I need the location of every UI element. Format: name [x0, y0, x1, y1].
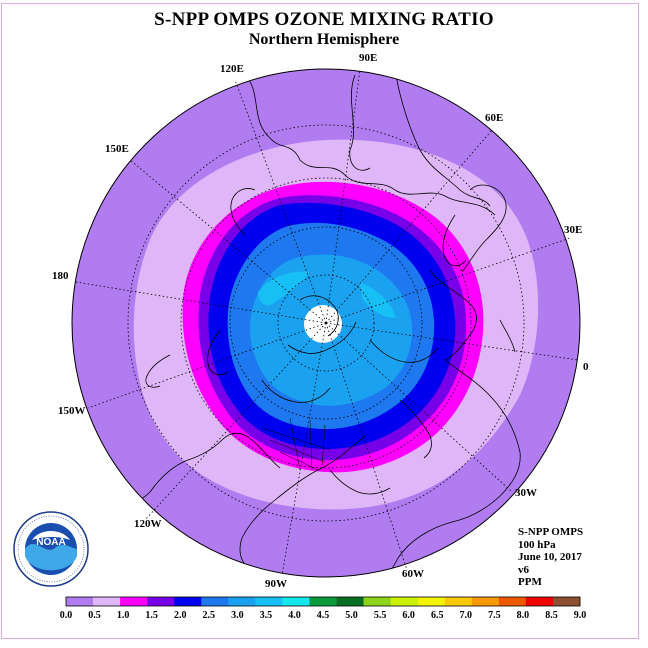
info-version: v6 [518, 563, 529, 576]
colorbar-tick-label: 9.0 [574, 610, 587, 621]
lon-label-150w: 150W [58, 405, 86, 417]
colorbar-swatch [93, 597, 121, 606]
map-boundary [71, 68, 581, 578]
colorbar-swatch [282, 597, 310, 606]
colorbar-tick-label: 1.5 [145, 610, 158, 621]
colorbar-swatch [471, 597, 500, 606]
colorbar-tick-label: 6.5 [431, 610, 444, 621]
longitude-labels: 90E 60E 30E 0 30W 60W 90W 120W 150W 180 … [52, 52, 589, 590]
colorbar-tick-label: 8.5 [545, 610, 558, 621]
colorbar-border [65, 596, 581, 607]
colorbar-tick-label: 7.5 [488, 610, 501, 621]
colorbar: 0.0 0.5 1.0 1.5 2.0 2.5 3.0 3.5 4.0 4.5 5.0 5.5 6.0 6… [60, 596, 587, 621]
colorbar-tick-label: 5.0 [345, 610, 358, 621]
colorbar-swatch [525, 597, 554, 606]
page-subtitle: Northern Hemisphere [248, 31, 400, 48]
colorbar-tick-label: 5.5 [374, 610, 387, 621]
colorbar-tick-label: 1.0 [117, 610, 130, 621]
colorbar-swatch [336, 597, 364, 606]
colorbar-tick-label: 6.0 [402, 610, 415, 621]
colorbar-swatch [228, 597, 256, 606]
info-instrument: S-NPP OMPS [518, 526, 584, 538]
colorbar-tick-label: 3.5 [260, 610, 273, 621]
us-state-borders [261, 417, 331, 471]
lon-label-90e: 90E [359, 52, 377, 64]
coastlines [117, 69, 521, 577]
colorbar-tick-label: 8.0 [517, 610, 530, 621]
lon-label-90w: 90W [265, 578, 287, 590]
info-level: 100 hPa [518, 538, 556, 551]
lon-label-60w: 60W [402, 568, 424, 580]
page-title: S-NPP OMPS OZONE MIXING RATIO [154, 9, 494, 30]
lon-label-0: 0 [583, 361, 589, 373]
ozone-field [72, 69, 580, 577]
colorbar-swatch [417, 597, 446, 606]
colorbar-tick-label: 4.0 [288, 610, 301, 621]
lon-label-30w: 30W [515, 487, 537, 499]
lon-label-60e: 60E [485, 112, 503, 124]
colorbar-swatch [309, 597, 337, 606]
graticule [75, 69, 579, 576]
colorbar-tick-label: 2.0 [174, 610, 187, 621]
colorbar-swatch [444, 597, 473, 606]
colorbar-swatch [498, 597, 527, 606]
info-block: S-NPP OMPS 100 hPa June 10, 2017 v6 PPM [518, 526, 583, 589]
lon-label-120e: 120E [220, 63, 244, 75]
colorbar-swatch [174, 597, 202, 606]
colorbar-swatch [363, 597, 391, 606]
lon-label-120w: 120W [134, 518, 162, 530]
colorbar-swatch [390, 597, 418, 606]
lon-label-150e: 150E [105, 143, 129, 155]
plot-frame [1, 3, 639, 639]
colorbar-tick-label: 0.0 [60, 610, 73, 621]
colorbar-swatch [255, 597, 283, 606]
band-3.5-4.0 [258, 271, 396, 318]
colorbar-swatch [120, 597, 148, 606]
colorbar-swatch [201, 597, 229, 606]
lon-label-30e: 30E [564, 224, 582, 236]
info-units: PPM [518, 576, 542, 588]
colorbar-swatch [552, 597, 581, 606]
colorbar-tick-label: 3.0 [231, 610, 244, 621]
colorbar-swatch [66, 597, 94, 606]
noaa-logo-text: NOAA [36, 537, 65, 548]
colorbar-tick-label: 2.5 [203, 610, 216, 621]
info-date: June 10, 2017 [518, 551, 582, 563]
colorbar-swatch [147, 597, 175, 606]
colorbar-tick-label: 4.5 [317, 610, 330, 621]
colorbar-tick-label: 7.0 [460, 610, 473, 621]
noaa-logo: NOAA [13, 511, 89, 587]
colorbar-tick-label: 0.5 [88, 610, 101, 621]
polar-gap [304, 305, 342, 343]
lon-label-180: 180 [52, 270, 69, 282]
